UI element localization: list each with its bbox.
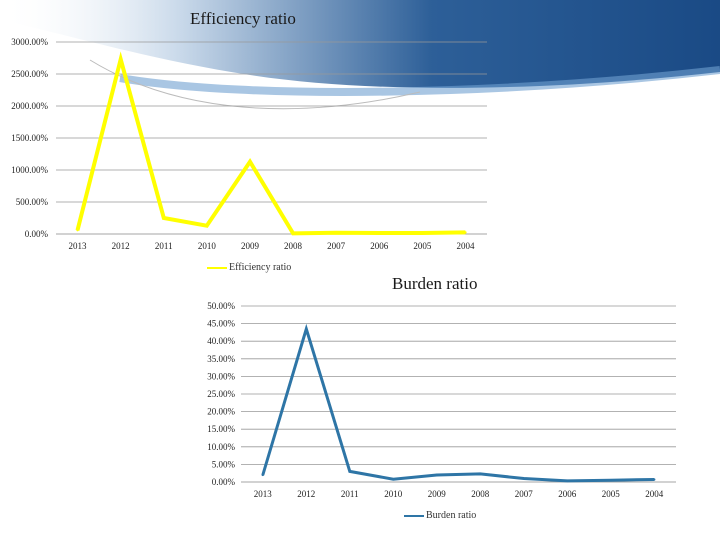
- data-point: [248, 160, 252, 163]
- data-point: [162, 216, 165, 220]
- burden-ratio-chart: 0.00% 5.00% 10.00% 15.00% 20.00% 25.00% 30.00%…: [207, 301, 676, 499]
- data-point: [305, 327, 308, 331]
- data-point: [261, 473, 264, 477]
- y-tick-label: 2500.00%: [11, 69, 48, 79]
- burden-ratio-legend: Burden ratio: [404, 510, 476, 521]
- x-tick-label: 2005: [602, 489, 621, 499]
- x-tick-label: 2004: [456, 241, 475, 251]
- y-tick-label: 40.00%: [207, 336, 235, 346]
- y-tick-label: 0.00%: [212, 477, 236, 487]
- y-tick-label: 0.00%: [25, 229, 49, 239]
- y-tick-label: 2000.00%: [11, 101, 48, 111]
- burden-ratio-title: Burden ratio: [392, 274, 478, 293]
- x-tick-label: 2012: [112, 241, 130, 251]
- x-tick-label: 2010: [384, 489, 403, 499]
- y-tick-label: 25.00%: [207, 389, 235, 399]
- efficiency-legend-label: Efficiency ratio: [229, 262, 292, 273]
- y-tick-label: 5.00%: [212, 459, 236, 469]
- data-point: [392, 477, 395, 481]
- x-tick-label: 2010: [198, 241, 217, 251]
- y-tick-label: 45.00%: [207, 319, 235, 329]
- x-tick-label: 2009: [428, 489, 447, 499]
- data-point: [522, 477, 525, 480]
- y-tick-label: 1500.00%: [11, 133, 48, 143]
- y-tick-label: 10.00%: [207, 442, 235, 452]
- efficiency-ratio-chart: 0.00% 500.00% 1000.00% 1500.00% 2000.00% 2500…: [11, 37, 487, 251]
- efficiency-legend-swatch: [207, 266, 227, 269]
- y-tick-label: 30.00%: [207, 371, 235, 381]
- data-point: [435, 473, 438, 477]
- data-point: [205, 224, 209, 227]
- x-tick-label: 2007: [515, 489, 534, 499]
- burden-legend-swatch: [404, 514, 424, 517]
- data-point: [76, 228, 79, 232]
- x-tick-label: 2006: [370, 241, 389, 251]
- y-tick-label: 1000.00%: [11, 165, 48, 175]
- data-point: [566, 479, 569, 483]
- x-tick-label: 2004: [645, 489, 664, 499]
- decorative-banner: [0, 0, 720, 110]
- x-tick-label: 2008: [471, 489, 490, 499]
- data-point: [119, 58, 122, 61]
- x-tick-label: 2007: [327, 241, 346, 251]
- efficiency-ratio-title: Efficiency ratio: [190, 9, 296, 28]
- x-tick-label: 2008: [284, 241, 303, 251]
- x-tick-label: 2013: [254, 489, 273, 499]
- efficiency-ratio-legend: Efficiency ratio: [207, 262, 291, 273]
- y-tick-label: 3000.00%: [11, 37, 48, 47]
- x-tick-label: 2005: [413, 241, 432, 251]
- x-tick-label: 2012: [297, 489, 315, 499]
- data-point: [421, 231, 424, 235]
- y-tick-label: 50.00%: [207, 301, 235, 311]
- y-tick-label: 20.00%: [207, 407, 235, 417]
- data-point: [653, 478, 656, 481]
- x-tick-label: 2011: [155, 241, 173, 251]
- series-line: [75, 51, 466, 236]
- x-tick-label: 2009: [241, 241, 260, 251]
- data-point: [348, 470, 351, 473]
- data-point: [378, 231, 381, 235]
- data-point: [464, 231, 467, 234]
- data-point: [334, 231, 338, 234]
- y-tick-label: 15.00%: [207, 424, 235, 434]
- burden-legend-label: Burden ratio: [426, 510, 477, 521]
- x-tick-label: 2013: [69, 241, 88, 251]
- x-tick-label: 2006: [558, 489, 577, 499]
- data-point: [609, 479, 612, 482]
- x-tick-label: 2011: [341, 489, 359, 499]
- series-line: [261, 323, 655, 483]
- data-point: [479, 472, 482, 476]
- y-tick-label: 500.00%: [16, 197, 49, 207]
- y-tick-label: 35.00%: [207, 354, 235, 364]
- data-point: [291, 232, 295, 235]
